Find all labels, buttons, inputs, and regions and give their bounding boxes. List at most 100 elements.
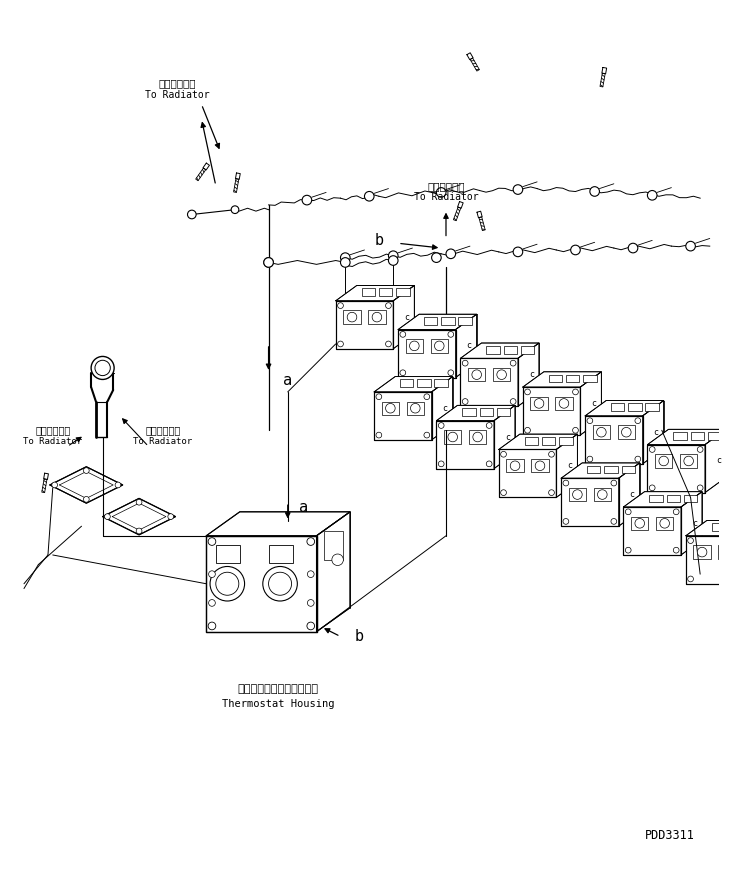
- Circle shape: [302, 195, 312, 205]
- Polygon shape: [647, 445, 705, 493]
- Circle shape: [347, 312, 357, 322]
- Circle shape: [83, 496, 89, 503]
- Circle shape: [635, 418, 640, 424]
- Circle shape: [548, 489, 554, 496]
- Bar: [628, 404, 642, 411]
- Bar: [406, 339, 423, 352]
- Circle shape: [264, 258, 273, 267]
- Circle shape: [462, 399, 468, 405]
- Text: To Radiator: To Radiator: [23, 437, 82, 447]
- Polygon shape: [556, 434, 578, 497]
- Polygon shape: [561, 463, 640, 478]
- Circle shape: [388, 251, 398, 260]
- Polygon shape: [518, 343, 539, 406]
- Circle shape: [472, 370, 482, 379]
- Bar: [560, 437, 572, 445]
- Circle shape: [698, 547, 707, 557]
- Circle shape: [446, 249, 455, 259]
- Circle shape: [210, 566, 244, 601]
- Circle shape: [660, 518, 670, 528]
- Circle shape: [372, 312, 382, 322]
- Polygon shape: [686, 520, 750, 536]
- Circle shape: [424, 394, 430, 399]
- Circle shape: [563, 518, 568, 524]
- Bar: [631, 517, 648, 530]
- Circle shape: [448, 331, 454, 337]
- Polygon shape: [523, 371, 602, 387]
- Text: c: c: [692, 519, 697, 528]
- Circle shape: [338, 341, 344, 347]
- Circle shape: [388, 256, 398, 266]
- Polygon shape: [705, 429, 726, 493]
- Circle shape: [462, 360, 468, 366]
- Circle shape: [340, 258, 350, 267]
- Circle shape: [688, 538, 694, 544]
- Circle shape: [548, 451, 554, 457]
- Circle shape: [386, 302, 392, 309]
- Circle shape: [590, 187, 599, 197]
- Text: c: c: [653, 427, 658, 437]
- Circle shape: [332, 554, 344, 565]
- Bar: [592, 426, 610, 439]
- Bar: [548, 375, 562, 382]
- Polygon shape: [460, 358, 518, 406]
- Bar: [458, 317, 472, 325]
- Bar: [611, 404, 625, 411]
- Bar: [594, 488, 611, 502]
- Bar: [618, 426, 635, 439]
- Polygon shape: [561, 478, 619, 526]
- Text: ラジェータへ: ラジェータへ: [159, 78, 196, 88]
- Polygon shape: [523, 387, 580, 435]
- Circle shape: [264, 258, 273, 267]
- Polygon shape: [743, 520, 750, 584]
- Circle shape: [688, 576, 694, 582]
- Text: To Radiator: To Radiator: [414, 192, 478, 202]
- Bar: [368, 310, 386, 324]
- Circle shape: [136, 528, 142, 534]
- Text: c: c: [567, 461, 572, 470]
- Circle shape: [534, 399, 544, 408]
- Bar: [542, 437, 555, 445]
- Polygon shape: [580, 371, 602, 435]
- Polygon shape: [499, 434, 578, 449]
- Bar: [441, 317, 454, 325]
- Circle shape: [698, 447, 703, 453]
- Text: ラジェータへ: ラジェータへ: [146, 426, 181, 435]
- Polygon shape: [206, 536, 316, 632]
- Bar: [479, 408, 493, 416]
- Circle shape: [611, 480, 616, 486]
- Bar: [469, 430, 486, 444]
- Bar: [674, 433, 687, 440]
- Text: b: b: [374, 232, 384, 248]
- Bar: [604, 466, 618, 474]
- Bar: [587, 466, 601, 474]
- Bar: [486, 346, 500, 354]
- Text: ラジェータへ: ラジェータへ: [35, 426, 70, 435]
- Circle shape: [496, 370, 506, 379]
- Circle shape: [513, 184, 523, 194]
- Circle shape: [674, 509, 679, 515]
- Polygon shape: [623, 507, 681, 555]
- Text: c: c: [466, 342, 472, 350]
- Bar: [506, 459, 524, 473]
- Polygon shape: [585, 416, 643, 464]
- Circle shape: [684, 456, 694, 466]
- Text: PDD3311: PDD3311: [644, 829, 694, 843]
- Polygon shape: [494, 406, 515, 468]
- Circle shape: [376, 394, 382, 399]
- Circle shape: [83, 468, 89, 474]
- Bar: [694, 545, 711, 558]
- Bar: [667, 495, 680, 503]
- Polygon shape: [206, 512, 350, 536]
- Bar: [708, 433, 722, 440]
- Circle shape: [650, 447, 655, 453]
- Circle shape: [307, 622, 314, 630]
- Polygon shape: [393, 286, 414, 349]
- Text: ラジェータへ: ラジェータへ: [427, 181, 465, 191]
- Text: Thermostat Housing: Thermostat Housing: [222, 698, 334, 709]
- Bar: [656, 517, 674, 530]
- Circle shape: [268, 572, 292, 595]
- Bar: [555, 397, 572, 410]
- Circle shape: [572, 427, 578, 434]
- Bar: [525, 437, 538, 445]
